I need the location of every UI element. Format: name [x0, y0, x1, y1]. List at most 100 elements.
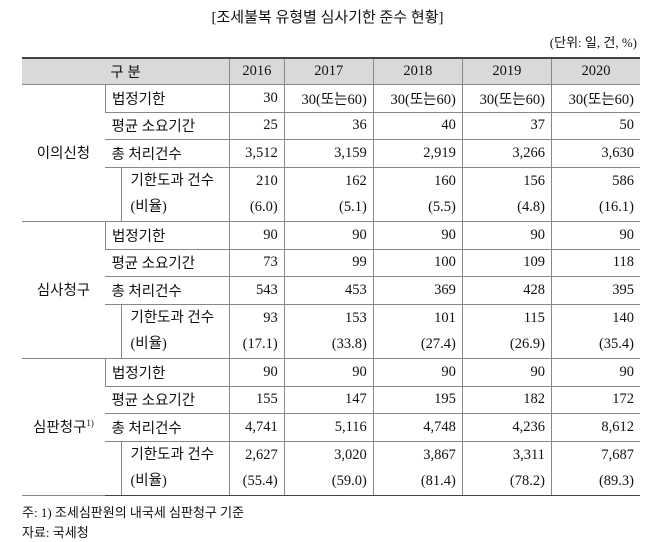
header-cell: 2018	[372, 57, 463, 85]
value-cell: 99	[283, 249, 374, 278]
value-cell: 428	[461, 276, 552, 305]
row: 이의신청 법정기한 30 30(또는60) 30(또는60) 30(또는60) 30(또는6…	[22, 84, 640, 222]
value-cell: 73	[229, 249, 285, 278]
value-cell: 93	[229, 304, 285, 332]
item-cell: 평균 소요기간	[105, 112, 230, 141]
value-cell: 109	[461, 249, 552, 278]
row: 총 처리건수 3,512 3,159 2,919 3,266 3,630	[22, 139, 640, 168]
value-cell: 140	[550, 304, 640, 332]
value-cell: (27.4)	[372, 331, 463, 359]
value-cell: 36	[283, 112, 374, 141]
value-cell: 453	[283, 276, 374, 305]
value-cell: 40	[372, 112, 463, 141]
value-cell: (81.4)	[372, 468, 463, 496]
item-cell: 총 처리건수	[105, 139, 230, 168]
item-cell: 법정기한	[104, 221, 230, 250]
value-cell: 25	[229, 112, 285, 141]
group-label: 심사청구	[36, 283, 91, 300]
row: 총 처리건수 543 453 369 428 395	[22, 276, 640, 305]
source: 자료: 국세청	[22, 525, 89, 540]
item-label: (비율)	[121, 194, 229, 221]
row: 기한도과 건수 210 162 160 156 586	[22, 167, 640, 195]
value-cell: 210	[229, 167, 285, 195]
row: 심판청구1) 법정기한 90 90 90 90 90	[22, 358, 640, 496]
header-cell: 2019	[461, 57, 552, 85]
value-cell: 182	[461, 386, 552, 415]
item-label: 기한도과 건수	[121, 167, 229, 195]
value-cell: 3,266	[461, 139, 552, 168]
group-cell: 심사청구	[22, 221, 106, 359]
value-cell: (55.4)	[229, 468, 285, 496]
value-cell: 30(또는60)	[461, 84, 552, 113]
item-label: (비율)	[121, 331, 229, 358]
value-cell: 100	[372, 249, 463, 278]
note-mark: 1)	[86, 418, 94, 429]
item-label: 기한도과 건수	[121, 441, 229, 469]
header-cell: 2016	[229, 57, 285, 85]
value-cell: 147	[283, 386, 374, 415]
value-cell: 156	[461, 167, 552, 195]
value-cell: (17.1)	[229, 331, 285, 359]
item-cell: 기한도과 건수	[105, 304, 229, 332]
row: 심사청구 법정기한 90 90 90 90 90	[22, 221, 640, 359]
value-cell: 90	[461, 358, 552, 387]
value-cell: 3,311	[461, 441, 552, 469]
value-cell: 160	[372, 167, 463, 195]
row: 평균 소요기간 155 147 195 182 172	[22, 386, 640, 415]
value-cell: (89.3)	[550, 468, 640, 496]
group-label: 심판청구	[33, 420, 87, 437]
item-cell: 기한도과 건수	[105, 167, 229, 195]
row: (비율) (17.1) (33.8) (27.4) (26.9) (35.4)	[22, 331, 640, 359]
value-cell: (33.8)	[283, 331, 374, 359]
value-cell: 195	[372, 386, 463, 415]
value-cell: 369	[372, 276, 463, 305]
value-cell: 4,236	[461, 413, 552, 442]
value-cell: 3,630	[550, 139, 640, 168]
header-cell: 2020	[550, 57, 640, 85]
item-cell: 법정기한	[104, 358, 230, 387]
value-cell: 5,116	[283, 413, 374, 442]
item-label: 기한도과 건수	[121, 304, 229, 332]
item-cell: (비율)	[105, 331, 230, 359]
row: 평균 소요기간 73 99 100 109 118	[22, 249, 640, 278]
value-cell: 118	[550, 249, 640, 278]
value-cell: 155	[229, 386, 285, 415]
value-cell: 3,867	[372, 441, 463, 469]
value-cell: 395	[550, 276, 640, 305]
value-cell: 30(또는60)	[550, 84, 640, 113]
value-cell: 90	[283, 221, 374, 250]
item-cell: 총 처리건수	[105, 413, 230, 442]
value-cell: 50	[550, 112, 640, 141]
item-cell: 총 처리건수	[105, 276, 230, 305]
value-cell: 543	[229, 276, 285, 305]
value-cell: 4,741	[229, 413, 285, 442]
title: [조세불복 유형별 심사기한 준수 현황]	[211, 10, 444, 26]
value-cell: 90	[550, 358, 640, 387]
unit: (단위: 일, 건, %)	[549, 35, 637, 50]
row: 평균 소요기간 25 36 40 37 50	[22, 112, 640, 141]
value-cell: (78.2)	[461, 468, 552, 496]
group-label: 이의신청	[36, 146, 91, 163]
value-cell: 162	[283, 167, 374, 195]
value-cell: (16.1)	[550, 194, 640, 222]
value-cell: 90	[229, 221, 285, 250]
item-cell: 평균 소요기간	[105, 249, 230, 278]
table: 구 분 2016 2017 2018 2019 2020 이의신청 법정기한 30 30(또는60…	[22, 57, 640, 496]
value-cell: 30(또는60)	[283, 84, 374, 113]
item-cell: (비율)	[105, 194, 230, 222]
value-cell: 7,687	[550, 441, 640, 469]
item-cell: 평균 소요기간	[105, 386, 230, 415]
value-cell: (6.0)	[229, 194, 285, 222]
value-cell: (5.1)	[283, 194, 374, 222]
value-cell: 90	[461, 221, 552, 250]
value-cell: (4.8)	[461, 194, 552, 222]
item-cell: 기한도과 건수	[105, 441, 229, 469]
value-cell: 101	[372, 304, 463, 332]
header-cell: 2017	[283, 57, 374, 85]
value-cell: (26.9)	[461, 331, 552, 359]
value-cell: 153	[283, 304, 374, 332]
value-cell: 30	[229, 84, 285, 113]
value-cell: 2,627	[229, 441, 285, 469]
value-cell: 3,159	[283, 139, 374, 168]
